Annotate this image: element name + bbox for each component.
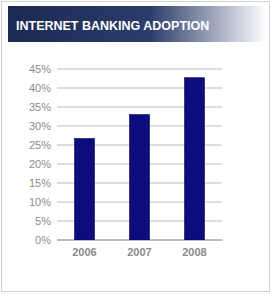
y-tick-label: 0%	[35, 234, 51, 246]
y-tick-label: 30%	[29, 120, 51, 132]
y-tick-label: 40%	[29, 82, 51, 94]
grid-line	[57, 69, 222, 70]
y-tick-label: 45%	[29, 63, 51, 75]
x-tick-label: 2008	[182, 246, 206, 258]
chart-container: INTERNET BANKING ADOPTION 0% 5% 10% 15% 20% 25…	[0, 0, 273, 296]
bar	[130, 115, 150, 240]
y-tick-label: 25%	[29, 139, 51, 151]
y-tick-label: 10%	[29, 196, 51, 208]
bar	[185, 78, 205, 240]
chart-svg: INTERNET BANKING ADOPTION 0% 5% 10% 15% 20% 25…	[0, 0, 273, 296]
x-tick-label: 2007	[127, 246, 151, 258]
title: INTERNET BANKING ADOPTION	[16, 19, 209, 33]
x-tick-label: 2006	[72, 246, 96, 258]
y-tick-label: 35%	[29, 101, 51, 113]
y-tick-label: 5%	[35, 215, 51, 227]
y-tick-label: 20%	[29, 158, 51, 170]
frame	[2, 2, 270, 292]
header-bar	[8, 6, 267, 42]
bars	[75, 78, 205, 240]
y-tick-label: 15%	[29, 177, 51, 189]
bar	[75, 139, 95, 240]
